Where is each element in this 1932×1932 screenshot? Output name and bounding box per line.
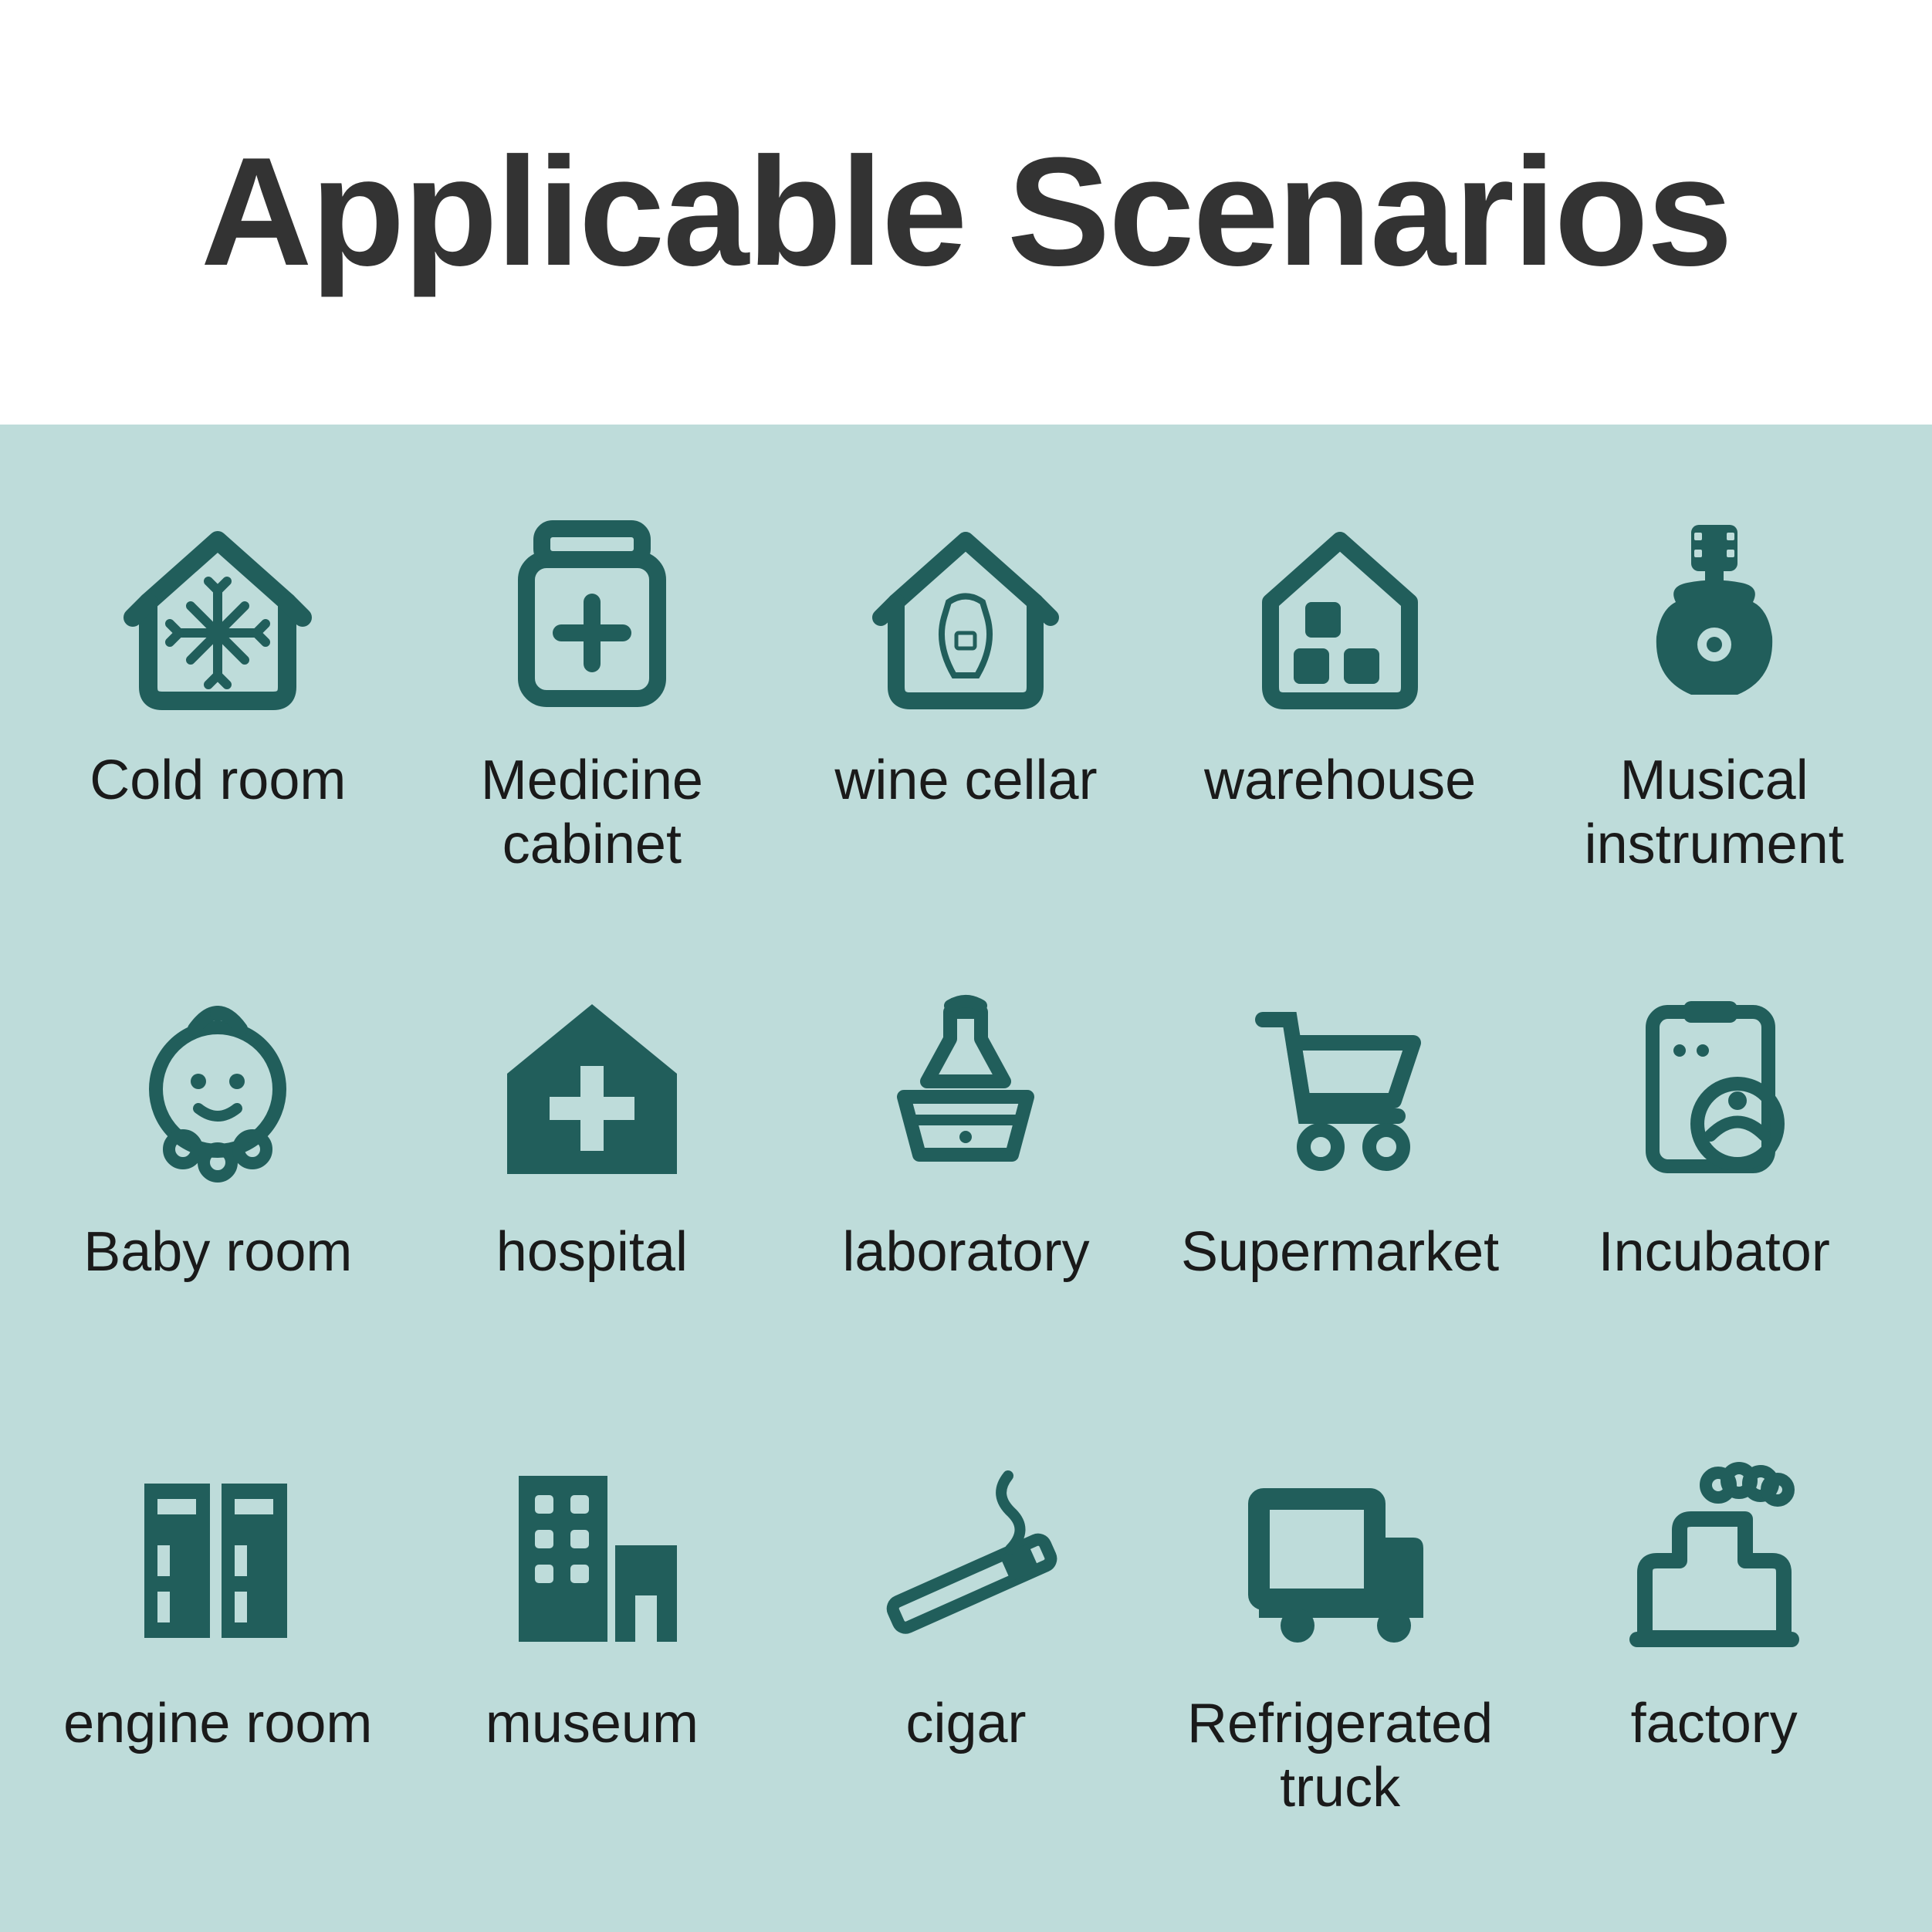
musical-instrument-icon bbox=[1606, 502, 1822, 718]
scenario-factory: factory bbox=[1542, 1445, 1886, 1886]
supermarket-icon bbox=[1232, 973, 1448, 1189]
scenario-label-laboratory: laboratory bbox=[842, 1220, 1089, 1284]
hospital-icon bbox=[484, 973, 700, 1189]
scenario-label-engine-room: engine room bbox=[63, 1692, 372, 1756]
incubator-icon bbox=[1606, 973, 1822, 1189]
wine-cellar-icon bbox=[858, 502, 1074, 718]
scenario-cold-room: Cold room bbox=[46, 502, 390, 942]
scenario-laboratory: laboratory bbox=[794, 973, 1138, 1414]
scenario-label-hospital: hospital bbox=[496, 1220, 688, 1284]
scenario-incubator: Incubator bbox=[1542, 973, 1886, 1414]
scenario-label-factory: factory bbox=[1631, 1692, 1798, 1756]
scenario-musical-instrument: Musical instrument bbox=[1542, 502, 1886, 942]
header: Applicable Scenarios bbox=[0, 0, 1932, 425]
scenario-museum: museum bbox=[421, 1445, 764, 1886]
scenario-label-medicine-cabinet: Medicine cabinet bbox=[422, 749, 762, 877]
laboratory-icon bbox=[858, 973, 1074, 1189]
page-title: Applicable Scenarios bbox=[201, 123, 1731, 301]
warehouse-icon bbox=[1232, 502, 1448, 718]
cold-room-icon bbox=[110, 502, 326, 718]
scenario-medicine-cabinet: Medicine cabinet bbox=[421, 502, 764, 942]
scenario-label-musical-instrument: Musical instrument bbox=[1545, 749, 1884, 877]
scenarios-grid: Cold room Medicine cabinet wine cellar ware… bbox=[0, 425, 1932, 1932]
scenario-warehouse: warehouse bbox=[1169, 502, 1512, 942]
scenario-hospital: hospital bbox=[421, 973, 764, 1414]
baby-room-icon bbox=[110, 973, 326, 1189]
cigar-icon bbox=[858, 1445, 1074, 1661]
scenario-label-baby-room: Baby room bbox=[83, 1220, 352, 1284]
scenario-label-wine-cellar: wine cellar bbox=[834, 749, 1097, 813]
engine-room-icon bbox=[110, 1445, 326, 1661]
scenario-cigar: cigar bbox=[794, 1445, 1138, 1886]
refrigerated-truck-icon bbox=[1232, 1445, 1448, 1661]
scenario-label-warehouse: warehouse bbox=[1204, 749, 1476, 813]
scenario-label-museum: museum bbox=[486, 1692, 699, 1756]
scenario-engine-room: engine room bbox=[46, 1445, 390, 1886]
factory-icon bbox=[1606, 1445, 1822, 1661]
scenario-label-supermarket: Supermarket bbox=[1181, 1220, 1499, 1284]
museum-icon bbox=[484, 1445, 700, 1661]
scenario-wine-cellar: wine cellar bbox=[794, 502, 1138, 942]
scenario-baby-room: Baby room bbox=[46, 973, 390, 1414]
scenario-label-incubator: Incubator bbox=[1599, 1220, 1830, 1284]
scenario-label-cigar: cigar bbox=[905, 1692, 1026, 1756]
scenario-supermarket: Supermarket bbox=[1169, 973, 1512, 1414]
scenario-label-cold-room: Cold room bbox=[90, 749, 346, 813]
scenario-label-refrigerated-truck: Refrigerated truck bbox=[1170, 1692, 1510, 1820]
medicine-cabinet-icon bbox=[484, 502, 700, 718]
scenario-refrigerated-truck: Refrigerated truck bbox=[1169, 1445, 1512, 1886]
